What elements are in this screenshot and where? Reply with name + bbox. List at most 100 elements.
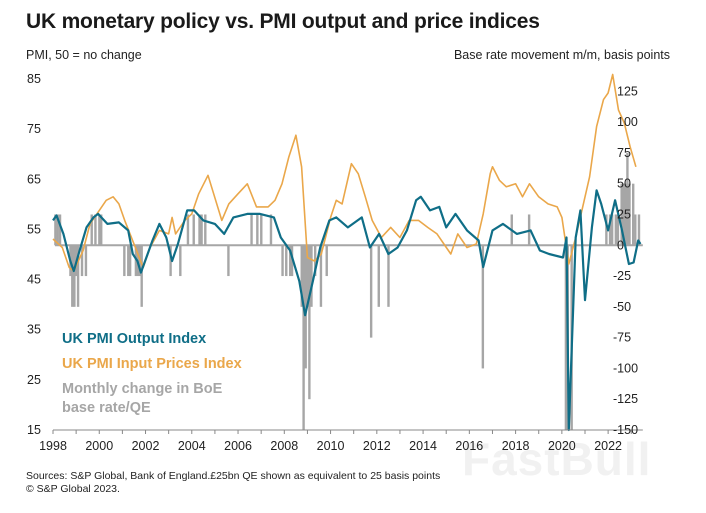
rate-change-bar xyxy=(80,245,84,277)
rate-change-bar xyxy=(186,214,190,246)
rate-change-bar xyxy=(310,245,313,307)
rate-change-bar xyxy=(564,245,568,430)
rate-change-bar xyxy=(54,214,57,246)
y2-tick-label: 0 xyxy=(617,238,624,252)
rate-change-bar xyxy=(632,183,635,246)
y-tick-label: 85 xyxy=(27,72,41,86)
x-tick-label: 2012 xyxy=(363,439,391,453)
x-tick-label: 2014 xyxy=(409,439,437,453)
y2-tick-label: -100 xyxy=(613,361,638,375)
rate-change-bar xyxy=(620,183,623,246)
rate-change-bar xyxy=(269,214,273,246)
chart-title: UK monetary policy vs. PMI output and pr… xyxy=(26,10,540,33)
rate-change-bar xyxy=(481,245,485,369)
rate-change-bar xyxy=(319,245,323,307)
rate-change-bar xyxy=(84,245,88,277)
rate-change-bar xyxy=(306,245,309,307)
y2-tick-label: -50 xyxy=(613,300,631,314)
rate-change-bar xyxy=(325,245,328,277)
rate-change-bar xyxy=(624,183,627,246)
y2-tick-label: 25 xyxy=(617,207,631,221)
rate-change-bar xyxy=(128,245,132,277)
y2-tick-label: 125 xyxy=(617,84,638,98)
legend-output: UK PMI Output Index xyxy=(62,331,207,347)
y-tick-label: 35 xyxy=(27,323,41,337)
legend-input-prices: UK PMI Input Prices Index xyxy=(62,356,242,372)
y2-tick-label: -75 xyxy=(613,331,631,345)
rate-change-bar xyxy=(626,152,629,246)
rate-change-bar xyxy=(302,245,305,430)
rate-change-bar xyxy=(622,183,625,246)
input-prices-line xyxy=(52,73,637,272)
left-axis-label: PMI, 50 = no change xyxy=(26,48,142,62)
rate-change-bar xyxy=(200,214,203,246)
rate-change-bar xyxy=(628,183,631,246)
rate-change-bar xyxy=(634,214,637,246)
copyright-note: © S&P Global 2023. xyxy=(26,483,120,495)
rate-change-bar xyxy=(387,245,390,307)
rate-change-bar xyxy=(377,245,380,307)
y-tick-label: 65 xyxy=(27,172,41,186)
x-tick-label: 2000 xyxy=(85,439,113,453)
rate-change-bar xyxy=(300,245,303,307)
x-tick-label: 2018 xyxy=(502,439,530,453)
rate-change-bar xyxy=(169,245,172,277)
legend-bars-line2: base rate/QE xyxy=(62,400,151,416)
right-axis-label: Base rate movement m/m, basis points xyxy=(453,48,670,62)
rate-change-bar xyxy=(204,214,207,246)
rate-change-bar xyxy=(56,214,59,246)
rate-change-bar xyxy=(614,214,618,246)
y-tick-label: 45 xyxy=(27,273,41,287)
rate-change-bar xyxy=(98,214,101,246)
y2-tick-label: -150 xyxy=(613,423,638,437)
rate-change-bar xyxy=(192,214,195,246)
rate-change-bar xyxy=(73,245,76,307)
y-tick-label: 55 xyxy=(27,222,41,236)
rate-change-bar xyxy=(100,214,103,246)
x-tick-label: 2008 xyxy=(270,439,298,453)
y2-tick-label: -125 xyxy=(613,392,638,406)
x-tick-label: 2010 xyxy=(317,439,345,453)
rate-change-bar xyxy=(605,214,608,246)
rate-change-bar xyxy=(616,214,620,246)
legend-bars-line1: Monthly change in BoE xyxy=(62,381,223,397)
x-tick-label: 2020 xyxy=(548,439,576,453)
rate-change-bar xyxy=(256,214,259,246)
rate-change-bar xyxy=(94,214,97,246)
rate-change-bar xyxy=(250,214,253,246)
rate-change-bar xyxy=(260,214,263,246)
rate-change-bar xyxy=(127,245,130,277)
y2-tick-label: -25 xyxy=(613,269,631,283)
rate-change-bar xyxy=(227,245,230,277)
x-tick-label: 2002 xyxy=(132,439,160,453)
rate-change-bar xyxy=(308,245,311,400)
y-tick-label: 75 xyxy=(27,122,41,136)
y2-tick-label: 100 xyxy=(617,115,638,129)
rate-change-bar xyxy=(90,214,93,246)
rate-change-bar xyxy=(71,245,74,307)
y-tick-label: 25 xyxy=(27,373,41,387)
x-tick-label: 1998 xyxy=(39,439,67,453)
rate-change-bar xyxy=(58,214,62,246)
rate-change-bar xyxy=(610,214,614,246)
rate-change-bar xyxy=(285,245,288,277)
rate-change-bar xyxy=(198,214,201,246)
y2-tick-label: 50 xyxy=(617,177,631,191)
x-tick-label: 2016 xyxy=(455,439,483,453)
rate-change-bar xyxy=(140,245,143,307)
rate-change-bar xyxy=(608,214,612,246)
y-tick-label: 15 xyxy=(27,423,41,437)
rate-change-bar xyxy=(179,245,182,277)
rate-change-bar xyxy=(76,245,80,307)
sources-note: Sources: S&P Global, Bank of England.£25… xyxy=(26,470,441,482)
rate-change-bar xyxy=(304,245,307,369)
y2-tick-label: 75 xyxy=(617,146,631,160)
legend-bars: Monthly change in BoE base rate/QE xyxy=(62,380,222,418)
output-index-line xyxy=(52,189,642,432)
x-tick-label: 2022 xyxy=(594,439,622,453)
x-tick-label: 2006 xyxy=(224,439,252,453)
rate-change-bar xyxy=(637,214,641,246)
rate-change-bar xyxy=(123,245,126,277)
